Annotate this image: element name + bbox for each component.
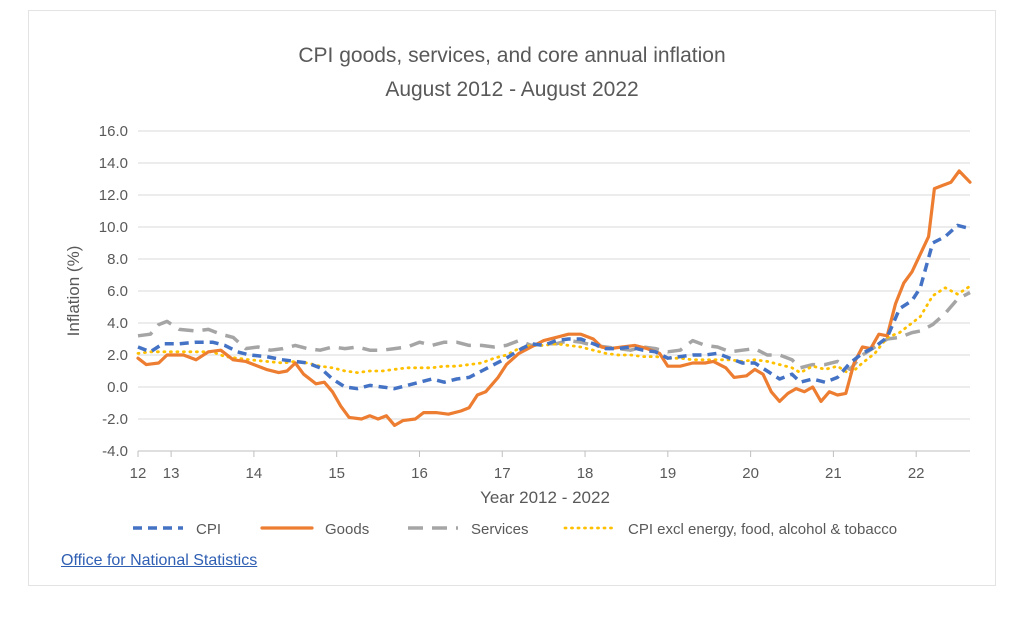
chart-frame <box>28 10 996 586</box>
legend-label: Goods <box>325 521 369 538</box>
y-tick-label: -2.0 <box>102 411 128 428</box>
x-tick-label: 16 <box>411 465 428 482</box>
x-tick-label: 15 <box>328 465 345 482</box>
y-axis-ticks: 16.0 14.0 12.0 10.0 8.0 6.0 4.0 2.0 0.0 -2.0 -4.0 <box>99 123 128 460</box>
x-tick-label: 13 <box>163 465 180 482</box>
x-tick-label: 19 <box>659 465 676 482</box>
x-axis-label: Year 2012 - 2022 <box>480 488 610 507</box>
source-link[interactable]: Office for National Statistics <box>61 552 258 569</box>
series-line-cpi <box>137 223 971 391</box>
y-tick-label: 8.0 <box>107 251 128 268</box>
x-axis-ticks: 12 13 14 15 16 17 18 19 20 21 22 <box>130 451 925 482</box>
x-tick-label: 21 <box>825 465 842 482</box>
series-line-goods <box>136 169 972 427</box>
y-tick-label: 16.0 <box>99 123 128 140</box>
gridlines <box>138 130 970 452</box>
x-tick-label: 12 <box>130 465 147 482</box>
legend-label: Services <box>471 521 529 538</box>
legend-label: CPI <box>196 521 221 538</box>
y-tick-label: 12.0 <box>99 187 128 204</box>
y-tick-label: 0.0 <box>107 379 128 396</box>
y-tick-label: 10.0 <box>99 219 128 236</box>
y-tick-label: -4.0 <box>102 443 128 460</box>
x-tick-label: 18 <box>577 465 594 482</box>
x-tick-label: 14 <box>246 465 263 482</box>
chart-subtitle: August 2012 - August 2022 <box>385 78 638 101</box>
series-line-services <box>137 291 971 372</box>
legend-label: CPI excl energy, food, alcohol & tobacco <box>628 521 897 538</box>
y-tick-label: 14.0 <box>99 155 128 172</box>
y-tick-label: 2.0 <box>107 347 128 364</box>
y-axis-label: Inflation (%) <box>64 246 83 337</box>
series-lines <box>136 169 972 427</box>
series-line-cpi-excl-energy-food-alcohol-tobacco <box>136 284 972 376</box>
y-tick-label: 6.0 <box>107 283 128 300</box>
x-tick-label: 22 <box>908 465 925 482</box>
x-tick-label: 17 <box>494 465 511 482</box>
x-tick-label: 20 <box>742 465 759 482</box>
y-tick-label: 4.0 <box>107 315 128 332</box>
legend: CPI Goods Services CPI excl energy, food, a… <box>133 521 897 538</box>
chart-title: CPI goods, services, and core annual inf… <box>298 44 725 67</box>
